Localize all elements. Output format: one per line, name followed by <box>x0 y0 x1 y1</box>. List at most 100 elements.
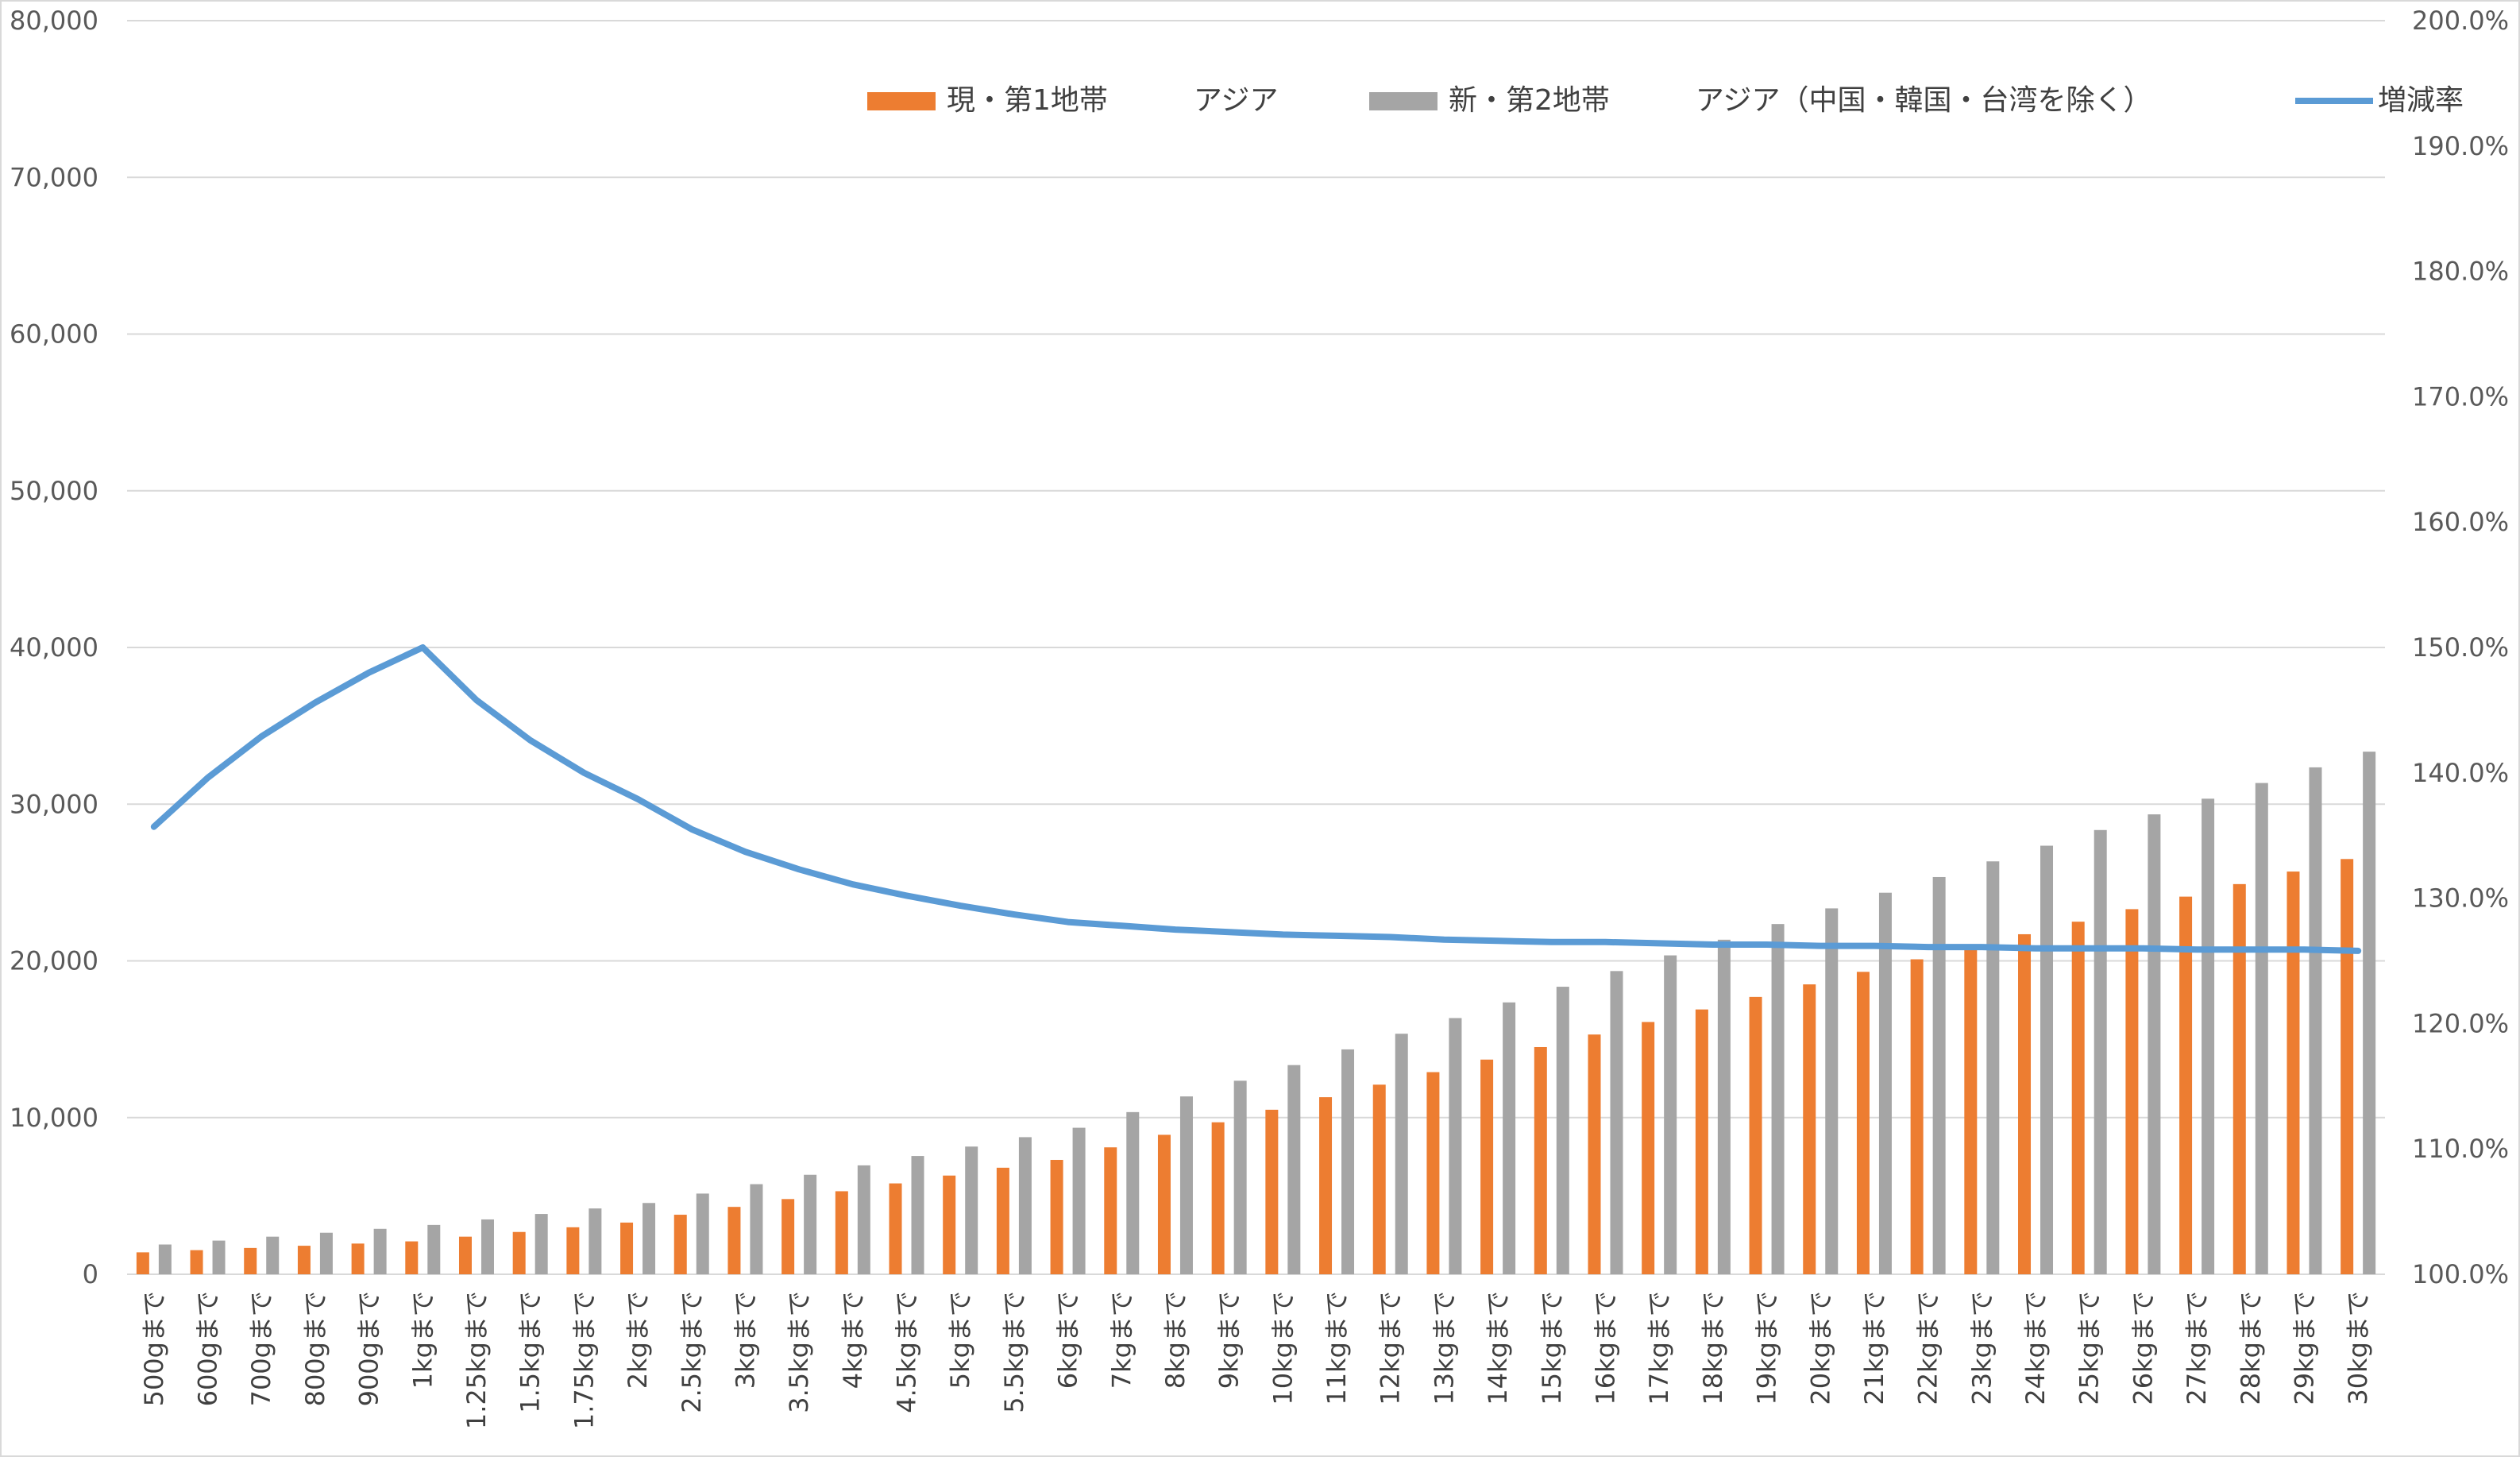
bar <box>2148 814 2161 1274</box>
bar <box>2071 922 2085 1274</box>
category-label: 800gまで <box>300 1291 330 1406</box>
bar <box>566 1227 580 1274</box>
bar <box>1319 1097 1333 1274</box>
bar <box>297 1246 311 1274</box>
bar <box>244 1247 257 1274</box>
bar <box>1395 1034 1408 1274</box>
category-label: 15kgまで <box>1537 1291 1567 1405</box>
category-label: 11kgまで <box>1322 1291 1352 1405</box>
bar <box>480 1219 494 1274</box>
category-label: 5kgまで <box>945 1291 975 1389</box>
right-tick-label: 190.0% <box>2412 131 2509 161</box>
category-label: 8kgまで <box>1160 1291 1191 1389</box>
category-label: 17kgまで <box>1644 1291 1674 1405</box>
bar <box>1610 971 1623 1274</box>
category-label: 28kgまで <box>2236 1291 2266 1405</box>
bar <box>996 1167 1009 1274</box>
bar <box>1126 1111 1140 1274</box>
category-label: 4.5kgまで <box>892 1291 922 1413</box>
bar <box>2018 933 2032 1274</box>
bar <box>1878 892 1892 1274</box>
category-label: 19kgまで <box>1752 1291 1782 1405</box>
bar <box>2287 871 2300 1274</box>
bar <box>1986 861 2000 1274</box>
bar <box>2094 829 2107 1274</box>
bar-series <box>136 752 2376 1274</box>
category-label: 12kgまで <box>1376 1291 1406 1405</box>
bar <box>266 1236 280 1274</box>
category-label: 29kgまで <box>2289 1291 2319 1405</box>
bar <box>1018 1137 1032 1274</box>
category-label: 500gまで <box>139 1291 169 1406</box>
legend-item-rate: 増減率 <box>2295 84 2464 117</box>
right-tick-label: 200.0% <box>2412 6 2509 36</box>
category-label: 4kgまで <box>838 1291 868 1389</box>
legend: 現・第1地帯 アジア 新・第2地帯 アジア（中国・韓国・台湾を除く） 増減率 <box>867 84 2464 117</box>
bar <box>1157 1134 1171 1274</box>
bar <box>2040 845 2054 1274</box>
category-label: 23kgまで <box>1966 1291 1997 1405</box>
bar <box>319 1232 333 1274</box>
bar <box>1372 1084 1386 1274</box>
left-tick-label: 80,000 <box>10 6 98 36</box>
bar <box>1964 946 1978 1274</box>
x-axis-categories: 500gまで 600gまで 700gまで 800gまで 900gまで 1kgまで 1.25k… <box>139 1291 2373 1429</box>
bar <box>2255 783 2268 1274</box>
bar <box>1265 1109 1279 1274</box>
bar <box>2179 896 2193 1274</box>
bar <box>1426 1072 1440 1274</box>
right-tick-label: 130.0% <box>2412 883 2509 914</box>
right-tick-label: 180.0% <box>2412 257 2509 287</box>
bar <box>1932 876 1946 1274</box>
bar <box>1825 908 1839 1274</box>
left-tick-label: 40,000 <box>10 632 98 663</box>
right-tick-label: 140.0% <box>2412 758 2509 788</box>
category-label: 6kgまで <box>1053 1291 1083 1389</box>
bar <box>158 1244 172 1274</box>
bar <box>835 1191 848 1274</box>
bar <box>673 1215 687 1274</box>
bar <box>1695 1009 1708 1274</box>
bar <box>1449 1018 1462 1274</box>
category-label: 20kgまで <box>1805 1291 1835 1405</box>
bar <box>2202 798 2215 1274</box>
gridlines <box>127 20 2385 1275</box>
category-label: 21kgまで <box>1859 1291 1889 1405</box>
legend-label: 増減率 <box>2378 84 2464 117</box>
bar <box>1856 972 1870 1274</box>
right-tick-label: 170.0% <box>2412 381 2509 412</box>
bar <box>1717 939 1731 1274</box>
bar <box>2341 859 2354 1274</box>
bar <box>1072 1127 1086 1274</box>
bar <box>2363 752 2376 1274</box>
left-tick-label: 50,000 <box>10 476 98 506</box>
legend-label: 現・第1地帯 アジア <box>947 84 1278 117</box>
left-tick-label: 70,000 <box>10 162 98 192</box>
left-tick-label: 60,000 <box>10 319 98 350</box>
bar <box>512 1231 526 1274</box>
bar <box>1534 1046 1547 1274</box>
left-tick-label: 30,000 <box>10 789 98 819</box>
category-label: 30kgまで <box>2343 1291 2373 1405</box>
series-current-zone1 <box>136 859 2354 1274</box>
right-tick-label: 160.0% <box>2412 507 2509 537</box>
legend-item-current-zone1: 現・第1地帯 アジア <box>867 84 1278 117</box>
bar <box>1642 1022 1655 1274</box>
bar <box>1341 1049 1355 1274</box>
category-label: 14kgまで <box>1483 1291 1513 1405</box>
category-label: 1.75kgまで <box>569 1291 599 1429</box>
right-tick-label: 150.0% <box>2412 632 2509 663</box>
category-label: 1.5kgまで <box>515 1291 546 1413</box>
bar <box>1480 1059 1494 1274</box>
bar <box>1104 1147 1117 1274</box>
left-tick-label: 20,000 <box>10 946 98 976</box>
bar <box>620 1222 634 1274</box>
bar <box>2232 883 2246 1274</box>
bar <box>727 1207 741 1274</box>
right-tick-label: 100.0% <box>2412 1259 2509 1289</box>
bar <box>1179 1096 1193 1274</box>
category-label: 5.5kgまで <box>999 1291 1029 1413</box>
line-series <box>150 644 2362 954</box>
bar <box>1803 984 1816 1274</box>
bar <box>1211 1122 1225 1274</box>
